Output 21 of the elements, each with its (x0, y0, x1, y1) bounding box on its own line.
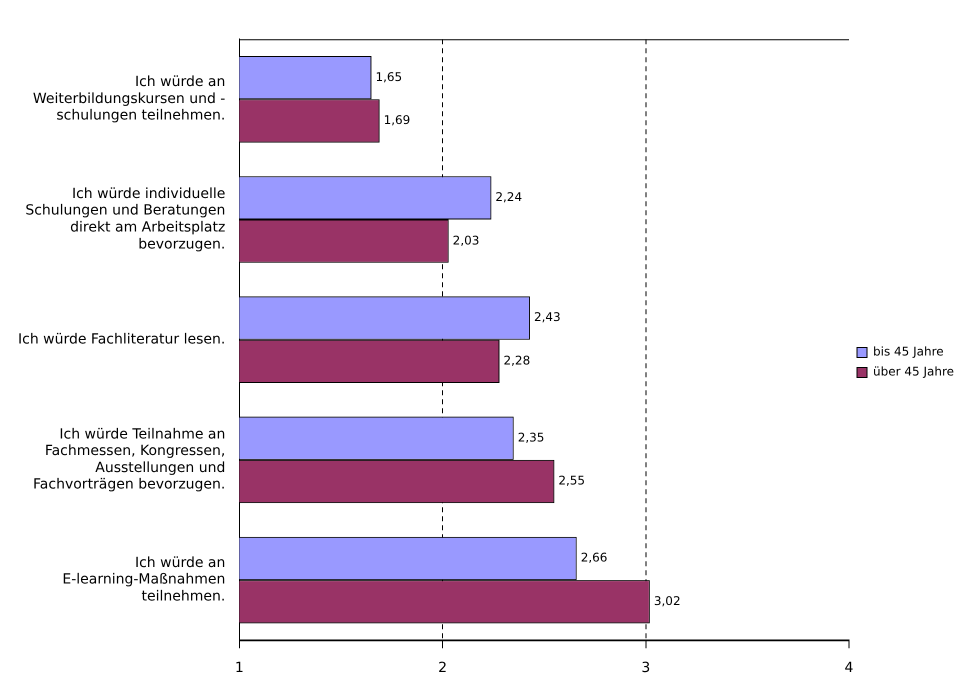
legend-label: bis 45 Jahre (873, 344, 944, 359)
data-label: 2,28 (503, 353, 530, 368)
data-label: 1,69 (384, 113, 410, 128)
data-label: 1,65 (375, 70, 402, 84)
y-tick-label: Ich würde an Weiterbildungskursen und - schulungen teilnehmen. (32, 74, 226, 124)
y-tick-label: Ich würde an E-learning-Maßnahmen teilnehmen. (62, 554, 226, 605)
data-label: 2,24 (495, 190, 522, 204)
x-tick-label: 4 (844, 660, 854, 676)
y-tick-label: Ich würde individuelle Schulungen und Beratungen direkt am Arbeitsplatz bevorzugen. (25, 186, 226, 252)
x-tick-label: 2 (438, 660, 448, 676)
data-label: 2,43 (534, 310, 561, 324)
x-tick-label: 1 (234, 660, 244, 676)
data-label: 2,66 (580, 550, 608, 565)
data-label: 3,02 (654, 594, 681, 608)
data-label: 2,55 (558, 474, 586, 488)
y-tick-label: Ich würde Teilnahme an Fachmessen, Kongressen, Ausstellungen und Fachvorträgen bevorzugen. (33, 426, 226, 493)
legend-label: über 45 Jahre (873, 364, 954, 379)
data-label: 2,35 (518, 430, 544, 444)
x-tick-label: 3 (641, 660, 650, 676)
data-label: 2,03 (452, 233, 480, 248)
y-tick-label: Ich würde Fachliteratur lesen. (18, 331, 226, 348)
